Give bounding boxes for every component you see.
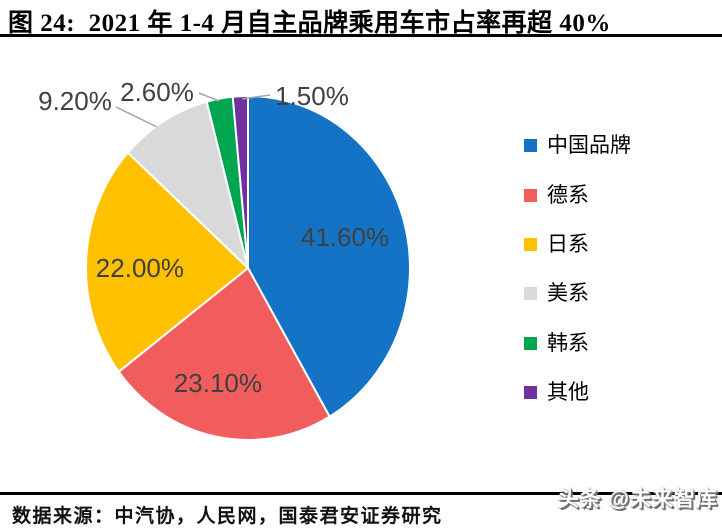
pie-slice-3 [126,100,249,269]
figure-title: 图 24: 2021 年 1-4 月自主品牌乘用车市占率再超 40% [8,10,611,37]
legend-item-2: 日系 [524,220,631,269]
watermark: 头条 @未来智库 [557,488,718,511]
footer-divider [0,492,722,495]
pie-value-label-5: 1.50% [275,81,349,111]
legend-item-3: 美系 [524,269,631,318]
legend-label-0: 中国品牌 [547,134,631,158]
legend-item-4: 韩系 [524,319,631,368]
legend-label-2: 日系 [547,232,589,256]
pie-slice-2 [85,151,249,373]
legend-item-1: 德系 [524,170,631,219]
legend-label-4: 韩系 [547,331,589,355]
pie-value-label-3: 9.20% [38,86,112,116]
legend-label-3: 美系 [547,282,589,306]
title-divider [0,34,722,37]
legend-swatch-5 [524,386,537,400]
legend-label-1: 德系 [547,183,589,207]
pie-value-label-1: 23.10% [174,368,262,398]
pie-slice-5 [231,94,249,269]
legend-swatch-2 [524,237,537,251]
legend-item-0: 中国品牌 [524,121,631,170]
legend-item-5: 其他 [524,368,631,417]
pie-value-label-2: 22.00% [96,253,184,283]
leader-line-4 [198,92,220,102]
legend-swatch-1 [524,188,537,202]
pie-slice-1 [117,267,331,441]
legend-label-5: 其他 [547,381,589,405]
pie-slice-0 [247,95,411,418]
pie-value-label-4: 2.60% [120,77,194,107]
chart-legend: 中国品牌德系日系美系韩系其他 [524,121,631,417]
legend-swatch-4 [524,336,537,350]
legend-swatch-3 [524,287,537,301]
leader-line-5 [241,94,271,100]
legend-swatch-0 [524,139,537,153]
data-source-text: 数据来源：中汽协，人民网，国泰君安证券研究 [12,506,443,527]
pie-value-label-0: 41.60% [301,222,389,252]
leader-line-3 [115,106,158,128]
